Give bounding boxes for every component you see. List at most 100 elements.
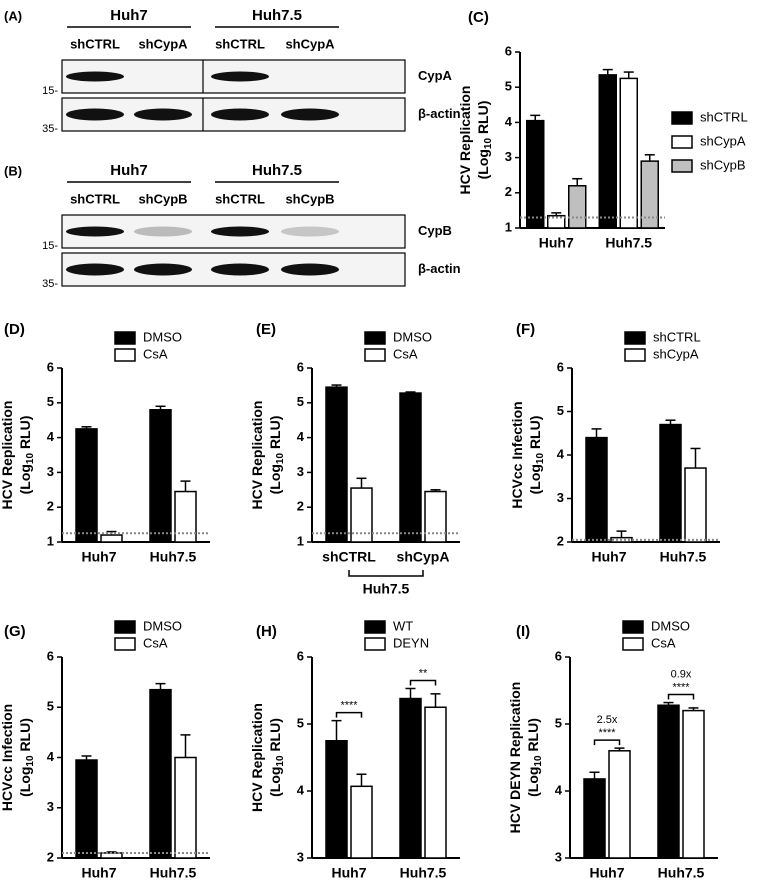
size-marker: 15- — [42, 240, 58, 252]
y-tick-label: 3 — [47, 464, 54, 479]
y-tick-label: 6 — [47, 648, 54, 663]
y-tick-label: 1 — [505, 219, 512, 234]
y-label-post: RLU) — [17, 416, 33, 453]
error-bar — [81, 426, 92, 429]
y-tick-label: 3 — [297, 849, 304, 864]
x-tick-label: Huh7 — [82, 549, 117, 565]
y-label-line: HCVcc Infection — [0, 704, 15, 811]
annotation: **** — [598, 727, 616, 739]
bar — [325, 386, 348, 543]
bar — [598, 74, 617, 229]
bar — [585, 436, 608, 543]
error-bar — [572, 177, 583, 186]
legend-swatch — [622, 637, 644, 651]
y-tick-label: 6 — [297, 359, 304, 374]
y-label-post: RLU) — [17, 718, 33, 755]
y-label-line: HCV Replication — [249, 703, 265, 812]
y-tick-label: 6 — [557, 359, 564, 374]
error-bar — [690, 447, 701, 469]
x-tick-label: Huh7 — [332, 865, 367, 881]
annotation: ** — [419, 667, 428, 679]
legend-label: shCTRL — [700, 109, 748, 124]
y-tick-label: 5 — [47, 394, 54, 409]
blot-band — [66, 108, 124, 121]
bar — [684, 467, 707, 543]
y-tick-label: 3 — [555, 849, 562, 864]
legend-swatch — [114, 348, 136, 362]
legend-swatch — [364, 637, 386, 651]
x-tick-label: shCypA — [397, 549, 450, 565]
legend-label: CsA — [143, 635, 168, 650]
row-label: β-actin — [418, 261, 461, 276]
panel-label: (E) — [256, 321, 276, 338]
bar — [75, 759, 98, 859]
y-tick-label: 4 — [555, 782, 563, 797]
lane-label: shCypB — [285, 191, 334, 206]
legend-swatch — [364, 331, 386, 345]
lane-label: shCTRL — [70, 36, 120, 51]
panel-label: (H) — [256, 623, 277, 640]
bar — [526, 119, 545, 229]
legend-swatch — [114, 331, 136, 345]
legend-swatch — [671, 135, 693, 149]
blot-band — [211, 226, 269, 237]
blot-band — [281, 108, 339, 121]
blot-band — [281, 226, 339, 237]
error-bar — [623, 71, 634, 79]
blot-band — [211, 263, 269, 276]
x-tick-label: Huh7.5 — [150, 865, 197, 881]
y-label-sub: 10 — [483, 138, 494, 150]
significance-bracket — [409, 679, 437, 686]
x-tick-label: Huh7.5 — [660, 549, 707, 565]
lane-label: shCypA — [138, 36, 188, 51]
error-bar — [405, 687, 416, 699]
y-tick-label: 5 — [505, 79, 512, 94]
y-tick-label: 5 — [297, 394, 304, 409]
y-label-post: RLU) — [525, 718, 541, 755]
bar — [424, 706, 447, 859]
significance-bracket — [667, 693, 695, 700]
x-tick-label: Huh7 — [592, 549, 627, 565]
bar — [350, 785, 373, 859]
x-tick-label: Huh7.5 — [605, 235, 652, 251]
error-bar — [688, 707, 699, 711]
y-tick-label: 1 — [47, 533, 54, 548]
y-label-line: HCV DEYN Replication — [507, 682, 523, 834]
y-tick-label: 3 — [557, 490, 564, 505]
significance-bracket — [335, 711, 363, 718]
legend-swatch — [622, 620, 644, 634]
y-axis-label: HCV Replication (Log10 RLU) — [457, 86, 494, 195]
y-tick-label: 3 — [505, 149, 512, 164]
error-bar — [665, 419, 676, 425]
y-label-post: RLU) — [267, 416, 283, 453]
y-axis-label: HCVcc Infection (Log10 RLU) — [509, 401, 546, 508]
y-label-post: RLU) — [527, 416, 543, 453]
y-tick-label: 4 — [47, 749, 55, 764]
size-marker: 35- — [42, 278, 58, 290]
y-axis-label: HCV DEYN Replication (Log10 RLU) — [507, 682, 544, 834]
y-tick-label: 5 — [297, 715, 304, 730]
legend-swatch — [624, 331, 646, 345]
y-tick-label: 3 — [297, 464, 304, 479]
legend-label: WT — [393, 618, 413, 633]
y-tick-label: 4 — [297, 429, 305, 444]
y-axis-label: HCV Replication (Log10 RLU) — [249, 703, 286, 812]
legend-label: shCTRL — [653, 329, 701, 344]
bar — [149, 409, 172, 543]
bar — [619, 77, 638, 229]
y-tick-label: 5 — [555, 715, 562, 730]
lane-label: shCTRL — [70, 191, 120, 206]
bar — [174, 490, 197, 543]
y-tick-label: 4 — [47, 429, 55, 444]
error-bar — [356, 773, 367, 787]
x-tick-label: shCTRL — [322, 549, 376, 565]
y-tick-label: 6 — [47, 359, 54, 374]
legend-label: CsA — [651, 635, 676, 650]
panel-label: (A) — [4, 8, 22, 23]
legend-label: DEYN — [393, 635, 429, 650]
bar — [657, 704, 680, 859]
blot-band — [66, 263, 124, 276]
blot-band — [134, 108, 192, 121]
panel-label: (C) — [468, 9, 489, 26]
blot-band — [66, 71, 124, 82]
